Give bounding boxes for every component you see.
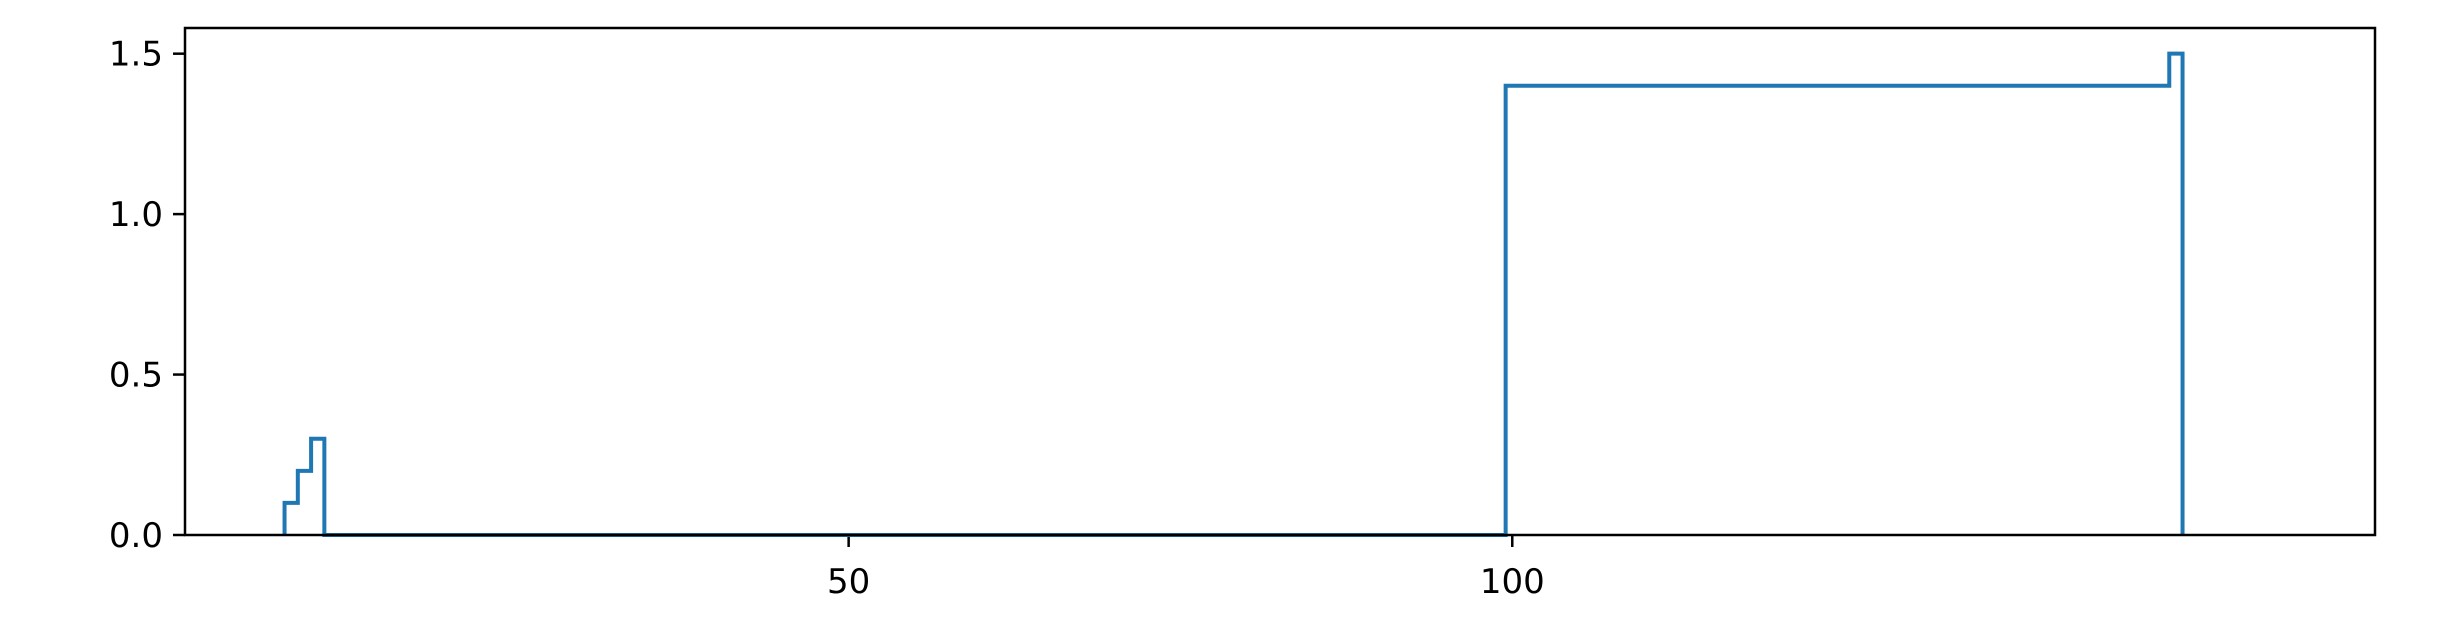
- y-tick-label: 1.5: [109, 35, 163, 75]
- y-tick-label: 0.0: [109, 516, 163, 556]
- y-tick-label: 1.0: [109, 195, 163, 235]
- series-layer: [282, 51, 2185, 537]
- y-tick-label: 0.5: [109, 356, 163, 396]
- series-step-line: [282, 51, 2185, 537]
- ticks-layer: 50 100 0.0 0.5 1.0 1.5: [109, 35, 1545, 602]
- x-tick-label: 100: [1480, 562, 1545, 602]
- plot-frame: [183, 26, 2377, 537]
- x-tick-label: 50: [827, 562, 870, 602]
